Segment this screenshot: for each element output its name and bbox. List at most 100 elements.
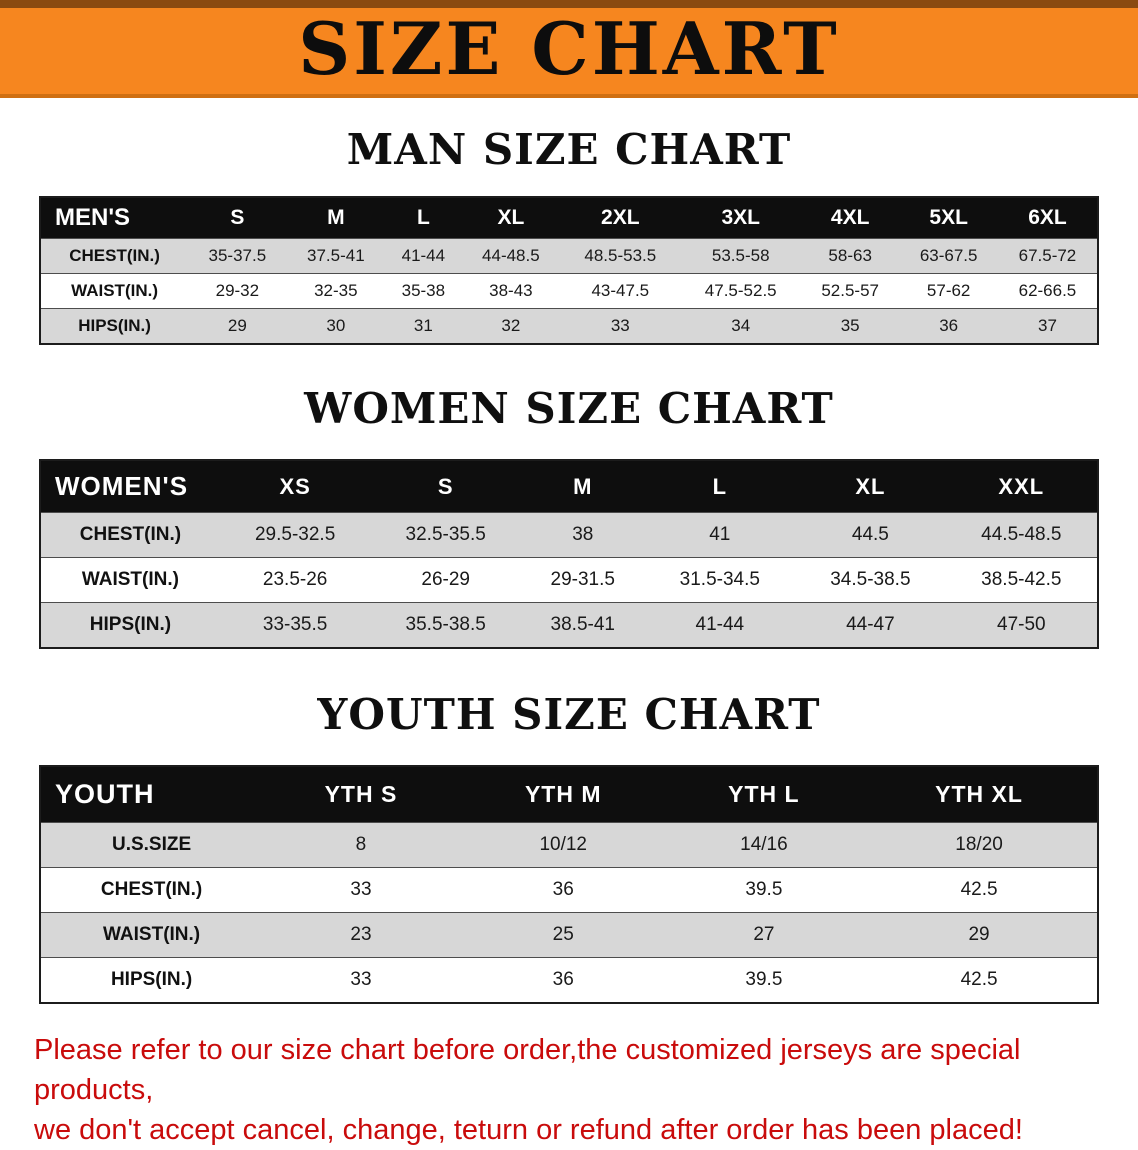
size-header-cell: 2XL: [601, 206, 640, 229]
table-row: WAIST(IN.) 23 25 27 29: [40, 912, 1098, 958]
table-row: HIPS(IN.) 33-35.5 35.5-38.5 38.5-41 41-44 44-…: [40, 602, 1098, 648]
size-header-cell: 5XL: [929, 206, 968, 229]
table-title-cell: WOMEN'S: [55, 471, 189, 501]
measurement-value-cell: 41: [644, 512, 796, 558]
table-title-cell: YOUTH: [55, 779, 155, 809]
disclaimer-line-1: Please refer to our size chart before or…: [34, 1034, 1021, 1106]
table-header-row: YOUTH YTH S YTH M YTH L YTH XL: [40, 766, 1098, 823]
measurement-value-cell: 38-43: [461, 273, 561, 309]
measurement-value-cell: 62-66.5: [997, 273, 1098, 309]
measurement-value-cell: 27: [666, 912, 862, 958]
table-row: HIPS(IN.) 29 30 31 32 33 34 35 36 37: [40, 308, 1098, 344]
measurement-value-cell: 32.5-35.5: [370, 512, 521, 558]
measurement-value-cell: 36: [459, 957, 667, 1003]
size-header-cell: 4XL: [830, 206, 870, 229]
youth-size-section: YOUTH SIZE CHART YOUTH YTH S YTH M YTH L YTH…: [0, 691, 1138, 1004]
table-row: U.S.SIZE 8 10/12 14/16 18/20: [40, 822, 1098, 868]
row-label-cell: HIPS(IN.): [40, 308, 189, 344]
measurement-value-cell: 29-32: [188, 273, 287, 309]
measurement-value-cell: 33: [560, 308, 681, 344]
table-header-row: MEN'S S M L XL 2XL 3XL 4XL 5XL 6XL: [40, 197, 1098, 239]
measurement-value-cell: 8: [262, 822, 460, 868]
measurement-value-cell: 25: [459, 912, 667, 958]
mens-size-table: MEN'S S M L XL 2XL 3XL 4XL 5XL 6XL CHEST(IN.) 35-37…: [39, 196, 1099, 345]
size-header-cell: XXL: [998, 473, 1045, 499]
table-header-row: WOMEN'S XS S M L XL XXL: [40, 460, 1098, 513]
measurement-value-cell: 43-47.5: [560, 273, 681, 309]
measurement-value-cell: 33: [262, 867, 460, 913]
measurement-value-cell: 47.5-52.5: [680, 273, 801, 309]
measurement-value-cell: 14/16: [666, 822, 862, 868]
measurement-value-cell: 39.5: [666, 867, 862, 913]
size-header-cell: S: [230, 206, 245, 229]
measurement-value-cell: 18/20: [861, 822, 1098, 868]
measurement-value-cell: 29.5-32.5: [219, 512, 371, 558]
size-header-cell: XL: [497, 206, 525, 229]
measurement-value-cell: 39.5: [666, 957, 862, 1003]
size-header-cell: L: [416, 206, 430, 229]
womens-size-section: WOMEN SIZE CHART WOMEN'S XS S M L XL XXL CHEST(…: [0, 385, 1138, 649]
measurement-value-cell: 57-62: [899, 273, 998, 309]
measurement-value-cell: 44-47: [795, 602, 946, 648]
youth-size-table: YOUTH YTH S YTH M YTH L YTH XL U.S.SIZE 8 10/12…: [39, 765, 1099, 1004]
measurement-value-cell: 32: [461, 308, 561, 344]
measurement-value-cell: 29: [861, 912, 1098, 958]
mens-section-heading: MAN SIZE CHART: [346, 125, 792, 174]
measurement-value-cell: 42.5: [861, 867, 1098, 913]
measurement-value-cell: 35: [800, 308, 900, 344]
size-header-cell: M: [573, 473, 593, 499]
measurement-value-cell: 38.5-41: [520, 602, 645, 648]
measurement-value-cell: 30: [286, 308, 386, 344]
size-chart-banner: SIZE CHART: [0, 0, 1138, 98]
measurement-value-cell: 33-35.5: [219, 602, 371, 648]
measurement-value-cell: 23: [262, 912, 460, 958]
measurement-value-cell: 53.5-58: [680, 238, 801, 274]
measurement-value-cell: 38.5-42.5: [945, 557, 1098, 603]
table-row: CHEST(IN.) 33 36 39.5 42.5: [40, 867, 1098, 913]
size-header-cell: XL: [855, 473, 886, 499]
measurement-value-cell: 67.5-72: [997, 238, 1098, 274]
measurement-value-cell: 47-50: [945, 602, 1098, 648]
measurement-value-cell: 29: [188, 308, 287, 344]
table-row: CHEST(IN.) 29.5-32.5 32.5-35.5 38 41 44.5 44.5…: [40, 512, 1098, 558]
row-label-cell: CHEST(IN.): [40, 512, 220, 558]
measurement-value-cell: 34: [680, 308, 801, 344]
size-header-cell: YTH S: [324, 781, 398, 807]
size-header-cell: M: [327, 206, 345, 229]
measurement-value-cell: 31: [385, 308, 462, 344]
table-row: WAIST(IN.) 29-32 32-35 35-38 38-43 43-47.5 47.…: [40, 273, 1098, 309]
table-title-cell: MEN'S: [55, 204, 131, 231]
row-label-cell: WAIST(IN.): [40, 273, 189, 309]
row-label-cell: HIPS(IN.): [40, 957, 263, 1003]
measurement-value-cell: 41-44: [385, 238, 462, 274]
womens-section-heading: WOMEN SIZE CHART: [304, 384, 834, 433]
row-label-cell: CHEST(IN.): [40, 867, 263, 913]
measurement-value-cell: 35.5-38.5: [370, 602, 521, 648]
measurement-value-cell: 31.5-34.5: [644, 557, 796, 603]
measurement-value-cell: 32-35: [286, 273, 386, 309]
measurement-value-cell: 44.5-48.5: [945, 512, 1098, 558]
measurement-value-cell: 41-44: [644, 602, 796, 648]
measurement-value-cell: 10/12: [459, 822, 667, 868]
measurement-value-cell: 44.5: [795, 512, 946, 558]
measurement-value-cell: 33: [262, 957, 460, 1003]
table-row: HIPS(IN.) 33 36 39.5 42.5: [40, 957, 1098, 1003]
measurement-value-cell: 44-48.5: [461, 238, 561, 274]
womens-size-table: WOMEN'S XS S M L XL XXL CHEST(IN.) 29.5-32.5 32.5…: [39, 459, 1099, 649]
measurement-value-cell: 29-31.5: [520, 557, 645, 603]
disclaimer-line-2: we don't accept cancel, change, teturn o…: [34, 1114, 1023, 1146]
measurement-value-cell: 36: [459, 867, 667, 913]
measurement-value-cell: 34.5-38.5: [795, 557, 946, 603]
measurement-value-cell: 52.5-57: [800, 273, 900, 309]
row-label-cell: HIPS(IN.): [40, 602, 220, 648]
disclaimer-text: Please refer to our size chart before or…: [34, 1030, 1100, 1150]
size-header-cell: YTH XL: [935, 781, 1023, 807]
measurement-value-cell: 42.5: [861, 957, 1098, 1003]
youth-section-heading: YOUTH SIZE CHART: [317, 690, 821, 739]
measurement-value-cell: 36: [899, 308, 998, 344]
measurement-value-cell: 38: [520, 512, 645, 558]
size-header-cell: XS: [279, 473, 311, 499]
row-label-cell: WAIST(IN.): [40, 912, 263, 958]
measurement-value-cell: 37.5-41: [286, 238, 386, 274]
measurement-value-cell: 26-29: [370, 557, 521, 603]
